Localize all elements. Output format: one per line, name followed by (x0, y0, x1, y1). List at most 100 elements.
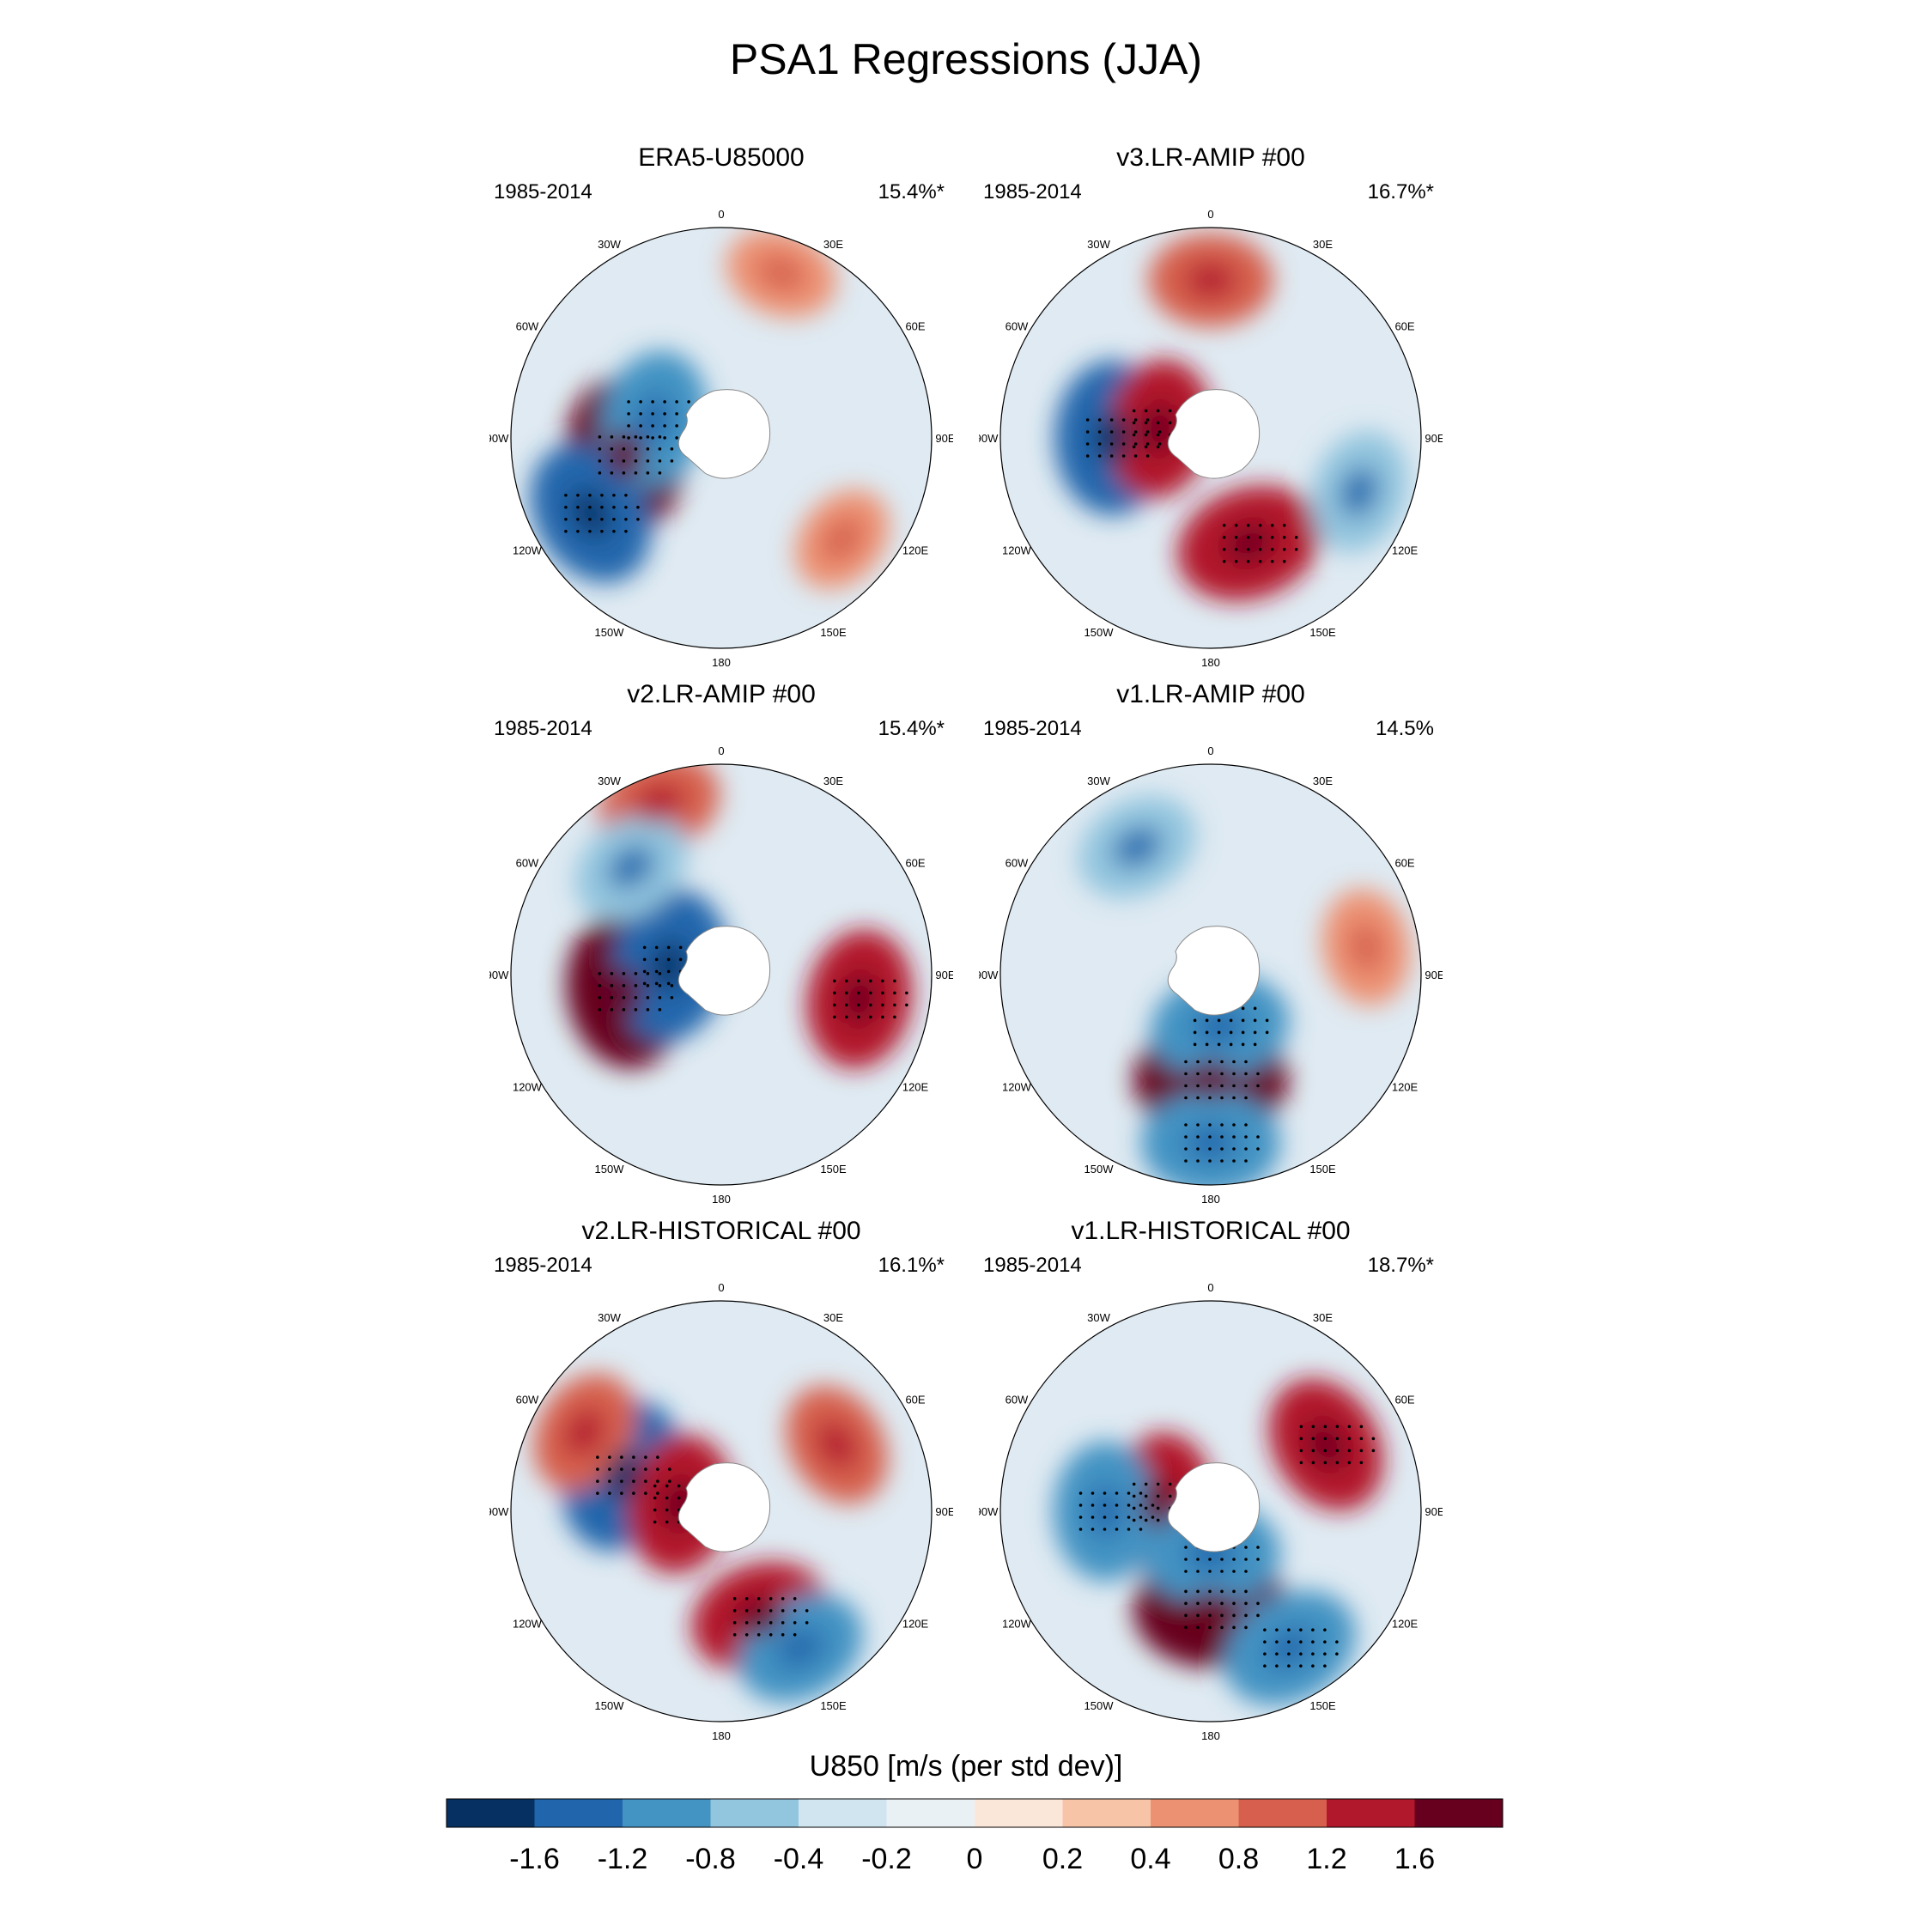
significance-dot (1270, 559, 1274, 563)
significance-dot (1244, 1060, 1248, 1064)
significance-dot (588, 505, 592, 509)
significance-dot (624, 493, 628, 497)
significance-dot (622, 435, 626, 439)
significance-dot (658, 447, 662, 451)
significance-dot (658, 459, 662, 463)
longitude-label: 30E (823, 775, 843, 787)
significance-dot (598, 459, 602, 463)
significance-dot (1232, 1601, 1236, 1606)
longitude-label: 30E (1313, 1311, 1333, 1324)
significance-dot (845, 1015, 848, 1019)
significance-dot (1121, 442, 1126, 446)
significance-dot (1299, 1461, 1303, 1465)
colorbar-tick-label: 1.2 (1306, 1843, 1346, 1875)
significance-dot (608, 1455, 611, 1459)
significance-dot (639, 424, 642, 428)
significance-dot (622, 996, 626, 999)
significance-dot (624, 505, 628, 509)
panel-title: v1.LR-HISTORICAL #00 (1071, 1217, 1351, 1245)
significance-dot (646, 447, 650, 451)
significance-dot (1144, 1482, 1148, 1486)
significance-dot (564, 517, 568, 521)
significance-dot (1232, 1570, 1236, 1573)
significance-dot (1275, 1628, 1279, 1631)
significance-dot (1196, 1060, 1200, 1064)
significance-dot (1078, 1492, 1083, 1495)
significance-dot (1294, 535, 1298, 539)
significance-dot (1184, 1558, 1188, 1561)
colorbar-swatch (1062, 1799, 1151, 1827)
significance-dot (665, 1508, 669, 1512)
significance-dot (636, 505, 640, 509)
colorbar-swatch (447, 1799, 535, 1827)
significance-dot (1253, 1042, 1257, 1047)
significance-dot (634, 459, 638, 463)
significance-dot (612, 505, 616, 509)
significance-dot (634, 984, 638, 987)
significance-dot (793, 1632, 797, 1637)
significance-dot (1220, 1613, 1224, 1618)
significance-dot (620, 1467, 623, 1471)
significance-dot (1103, 1492, 1107, 1495)
significance-dot (781, 1620, 785, 1625)
significance-dot (675, 400, 678, 404)
significance-dot (1208, 1558, 1212, 1561)
significance-dot (1132, 433, 1136, 437)
significance-dot (1299, 1449, 1303, 1453)
longitude-label: 180 (1201, 1193, 1220, 1206)
significance-dot (1208, 1613, 1212, 1618)
significance-dot (1196, 1135, 1200, 1139)
significance-dot (1241, 1030, 1245, 1035)
significance-dot (1232, 1135, 1236, 1139)
longitude-label: 120E (902, 1618, 929, 1631)
panel-title: v3.LR-AMIP #00 (1116, 143, 1305, 172)
significance-dot (1256, 1601, 1260, 1606)
significance-dot (1078, 1504, 1083, 1507)
significance-dot (756, 1596, 761, 1601)
significance-dot (756, 1620, 761, 1625)
significance-dot (620, 1479, 623, 1483)
significance-dot (744, 1608, 749, 1613)
significance-dot (1145, 418, 1150, 422)
significance-dot (1335, 1425, 1340, 1429)
antarctica-landmass (677, 1462, 771, 1552)
significance-dot (1196, 1159, 1200, 1163)
significance-dot (675, 412, 678, 416)
significance-dot (632, 1467, 635, 1471)
significance-dot (1220, 1589, 1224, 1594)
significance-dot (1196, 1084, 1200, 1088)
significance-dot (656, 1455, 659, 1459)
significance-dot (687, 400, 690, 404)
panel-years: 1985-2014 (983, 180, 1082, 204)
significance-dot (627, 424, 630, 428)
anomaly-core (602, 1449, 642, 1501)
significance-dot (1256, 1613, 1260, 1618)
map-frame (999, 1300, 1422, 1722)
longitude-label: 60E (905, 320, 925, 333)
significance-dot (756, 1632, 761, 1637)
significance-dot (1196, 1072, 1200, 1076)
significance-dot (1139, 1528, 1143, 1531)
significance-dot (1193, 1042, 1197, 1047)
significance-dot (905, 1003, 908, 1007)
panel-years: 1985-2014 (494, 717, 592, 740)
significance-dot (642, 957, 647, 962)
significance-dot (1263, 1628, 1267, 1631)
panel-years: 1985-2014 (494, 180, 592, 204)
significance-dot (1196, 1625, 1200, 1630)
significance-dot (1275, 1664, 1279, 1668)
significance-dot (1157, 442, 1162, 446)
significance-dot (653, 1484, 657, 1488)
significance-dot (670, 447, 674, 451)
anomaly-core (816, 1420, 858, 1469)
significance-dot (1091, 1528, 1095, 1531)
significance-dot (639, 436, 642, 440)
significance-dot (1208, 1096, 1212, 1100)
colorbar-swatch (975, 1799, 1063, 1827)
significance-dot (833, 1015, 836, 1019)
significance-dot (1196, 1147, 1200, 1151)
longitude-label: 60W (516, 320, 539, 333)
significance-dot (1133, 430, 1138, 434)
significance-dot (654, 945, 659, 950)
significance-dot (1168, 421, 1172, 425)
